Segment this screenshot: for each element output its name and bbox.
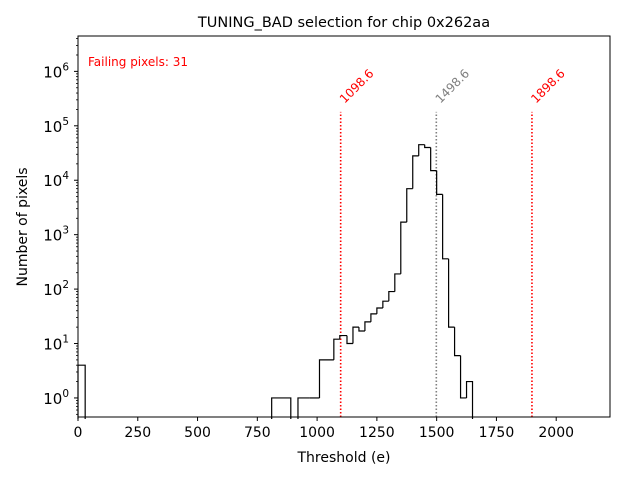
histogram-bin [271, 397, 292, 419]
threshold-label: 1098.6 [337, 66, 377, 106]
failing-pixels-annotation: Failing pixels: 31 [88, 55, 188, 69]
histogram-bin [448, 258, 455, 328]
threshold-label: 1898.6 [528, 66, 568, 106]
x-tick-label: 750 [244, 425, 271, 441]
threshold-label: 1498.6 [433, 66, 473, 106]
y-tick-label: 101 [43, 334, 69, 354]
histogram-bin [412, 155, 419, 189]
y-tick-label: 104 [43, 170, 69, 190]
x-axis-label: Threshold (e) [297, 450, 391, 466]
histogram-bin [339, 334, 347, 340]
histogram-bin [77, 364, 86, 419]
histogram-bin [297, 397, 310, 419]
histogram-bin [333, 338, 340, 360]
histogram-bin [459, 355, 467, 399]
y-axis-label: Number of pixels [15, 167, 31, 286]
y-tick-label: 106 [43, 61, 69, 81]
x-tick-label: 0 [74, 425, 83, 441]
x-tick-label: 1750 [479, 425, 515, 441]
histogram-bin [453, 327, 461, 357]
y-tick-label: 102 [43, 279, 69, 299]
histogram-bin [400, 221, 407, 274]
histogram-bin [394, 273, 401, 292]
histogram-steps [77, 144, 474, 419]
histogram-bin [370, 313, 377, 322]
histogram-bin [376, 307, 383, 314]
histogram-bin [406, 188, 413, 223]
histogram-bin [418, 144, 425, 156]
y-axis-ticks: 100 101 102 103 104 105 106 [43, 38, 78, 415]
x-axis-ticks: 0 250 500 750 1000 1250 1500 1750 2000 [74, 417, 574, 441]
histogram-bin [318, 359, 334, 398]
histogram-bin [352, 326, 359, 344]
histogram-bin [465, 380, 474, 419]
histogram-bin [346, 335, 353, 345]
histogram-bin [436, 170, 443, 195]
y-tick-label: 100 [43, 388, 69, 408]
x-tick-label: 2000 [538, 425, 574, 441]
histogram-bin [430, 147, 437, 172]
histogram-bin [382, 300, 389, 308]
y-tick-label: 105 [43, 116, 69, 136]
chart-title: TUNING_BAD selection for chip 0x262aa [197, 15, 490, 31]
histogram-bin [442, 194, 449, 260]
histogram-bin [364, 321, 371, 331]
histogram-bin [358, 327, 365, 332]
x-tick-label: 500 [184, 425, 211, 441]
threshold-lines: 1098.6 1498.6 1898.6 [337, 66, 568, 417]
plot-frame [77, 35, 611, 418]
histogram-bin [424, 144, 431, 149]
y-tick-label: 103 [43, 225, 69, 245]
x-tick-label: 250 [124, 425, 151, 441]
x-tick-label: 1500 [419, 425, 455, 441]
x-tick-label: 1250 [359, 425, 395, 441]
x-tick-label: 1000 [299, 425, 335, 441]
histogram-bin [388, 290, 395, 302]
